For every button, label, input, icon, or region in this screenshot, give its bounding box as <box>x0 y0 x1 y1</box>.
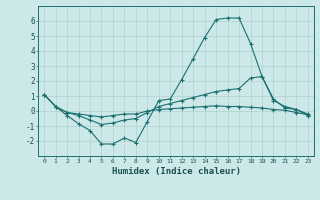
X-axis label: Humidex (Indice chaleur): Humidex (Indice chaleur) <box>111 167 241 176</box>
